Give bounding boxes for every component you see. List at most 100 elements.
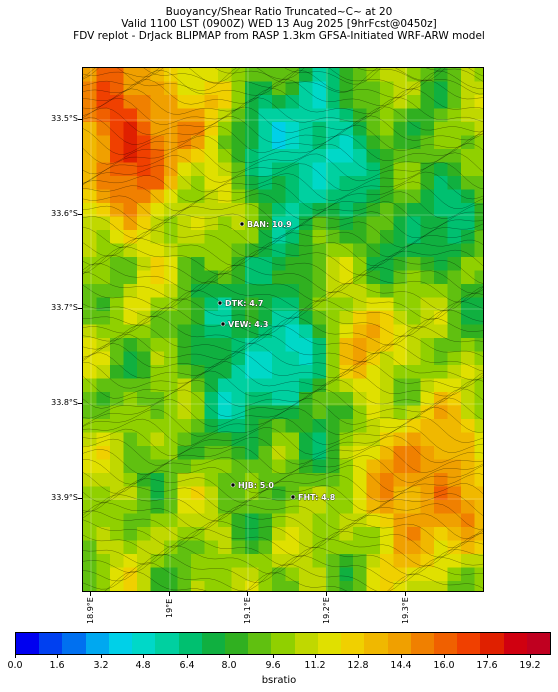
raster-cell [110,243,124,258]
raster-cell [204,189,219,204]
station-marker[interactable] [290,494,296,500]
raster-cell [204,230,219,244]
raster-cell [407,176,421,190]
raster-cell [245,351,259,366]
raster-cell [339,230,354,244]
raster-cell [204,581,219,591]
raster-cell [299,203,313,217]
raster-cell [258,554,273,568]
raster-cell [339,149,354,163]
raster-cell [393,311,408,325]
raster-cell [299,405,313,420]
raster-cell [110,378,124,393]
raster-cell [447,554,462,568]
raster-cell [218,581,232,591]
raster-cell [285,446,300,460]
raster-cell [218,351,232,366]
station-marker[interactable] [217,300,223,306]
raster-cell [474,351,483,366]
raster-cell [272,108,286,123]
contour-line [83,201,483,230]
raster-cell [177,203,192,217]
raster-cell [420,230,435,244]
raster-cell [339,500,354,514]
station-dtk[interactable]: DTK: 4.7 [217,299,264,308]
raster-cell [299,432,313,447]
raster-cell [204,176,219,190]
raster-cell [204,243,219,258]
raster-cell [474,243,483,258]
raster-cell [420,270,435,285]
station-vew[interactable]: VEW: 4.3 [220,320,269,329]
raster-cell [272,203,286,217]
raster-cell [474,311,483,325]
raster-cell [110,297,124,312]
raster-cell [231,257,246,271]
raster-cell [312,581,327,591]
raster-cell [353,81,367,96]
raster-cell [434,68,448,82]
raster-cell [393,243,408,258]
station-fht[interactable]: FHT: 4.8 [290,493,336,502]
raster-cell [177,270,192,285]
raster-cell [272,513,286,528]
raster-cell [447,162,462,177]
raster-cell [407,311,421,325]
contour-line [83,553,483,584]
colorbar-swatch [317,633,342,654]
raster-cell [258,257,273,271]
raster-cell [164,68,178,82]
raster-cell [258,567,273,582]
station-ban[interactable]: BAN: 10.9 [239,220,292,229]
raster-cell [272,243,286,258]
raster-cell [447,513,462,528]
raster-cell [299,486,313,501]
station-marker[interactable] [220,321,226,327]
raster-cell [353,351,367,366]
lat-tick [78,403,82,404]
raster-cell [299,513,313,528]
raster-cell [137,419,151,433]
raster-cell [474,189,483,204]
raster-cell [353,297,367,312]
raster-cell [191,392,205,406]
raster-cell [150,324,165,339]
raster-cell [326,432,340,447]
raster-cell [461,419,475,433]
map-plot-area[interactable]: BAN: 10.9 DTK: 4.7 VEW: 4.3 HJB: 5.0 FHT: 4.… [82,67,484,592]
raster-cell [245,365,259,379]
raster-cell [380,135,394,150]
raster-cell [407,392,421,406]
raster-cell [434,284,448,298]
raster-cell [447,459,462,474]
raster-cell [353,405,367,420]
station-hjb[interactable]: HJB: 5.0 [230,481,275,490]
raster-cell [245,95,259,109]
raster-cell [339,95,354,109]
station-marker[interactable] [239,221,245,227]
raster-cell [461,68,475,82]
raster-cell [299,473,313,487]
raster-cell [407,81,421,96]
raster-cell [326,581,340,591]
raster-cell [420,135,435,150]
raster-cell [123,176,138,190]
station-marker[interactable] [230,482,236,488]
colorbar-swatch [364,633,388,654]
raster-cell [285,486,300,501]
raster-cell [299,459,313,474]
colorbar-tick [143,655,144,658]
raster-cell [339,324,354,339]
raster-cell [420,540,435,555]
raster-cell [245,446,259,460]
raster-cell [461,176,475,190]
raster-cell [272,432,286,447]
raster-cell [218,324,232,339]
raster-cell [191,297,205,312]
raster-cell [312,419,327,433]
raster-cell [218,500,232,514]
raster-cell [272,351,286,366]
raster-cell [83,203,97,217]
contour-line [83,115,483,145]
raster-cell [285,567,300,582]
